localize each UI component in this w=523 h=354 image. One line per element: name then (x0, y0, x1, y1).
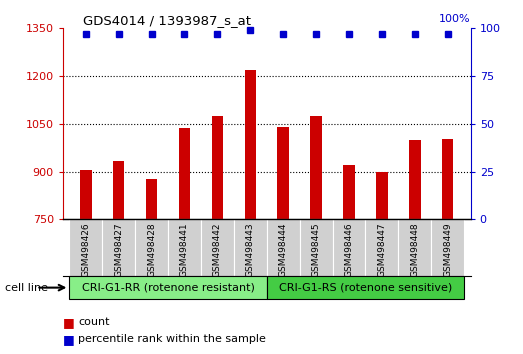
Text: ■: ■ (63, 333, 74, 346)
Text: GSM498445: GSM498445 (312, 222, 321, 277)
Text: GDS4014 / 1393987_s_at: GDS4014 / 1393987_s_at (83, 14, 251, 27)
Text: GSM498446: GSM498446 (345, 222, 354, 277)
Text: GSM498448: GSM498448 (410, 222, 419, 277)
Bar (343, 165, 355, 219)
Text: GSM498449: GSM498449 (443, 222, 452, 277)
Bar (201, 219, 234, 276)
Bar (442, 139, 453, 219)
Text: GSM498441: GSM498441 (180, 222, 189, 277)
Bar (300, 219, 333, 276)
Bar (409, 140, 420, 219)
Text: GSM498427: GSM498427 (114, 222, 123, 277)
Bar (80, 170, 92, 219)
Bar (70, 276, 267, 299)
Text: GSM498447: GSM498447 (378, 222, 386, 277)
Bar (113, 161, 124, 219)
Text: CRI-G1-RS (rotenone sensitive): CRI-G1-RS (rotenone sensitive) (279, 282, 452, 293)
Bar (234, 219, 267, 276)
Bar (70, 219, 102, 276)
Bar (102, 219, 135, 276)
Bar (245, 70, 256, 219)
Bar (310, 116, 322, 219)
Bar (333, 219, 366, 276)
Text: percentile rank within the sample: percentile rank within the sample (78, 334, 266, 344)
Bar (399, 219, 431, 276)
Text: cell line: cell line (5, 283, 48, 293)
Text: CRI-G1-RR (rotenone resistant): CRI-G1-RR (rotenone resistant) (82, 282, 255, 293)
Text: GSM498444: GSM498444 (279, 222, 288, 277)
Bar (168, 219, 201, 276)
Bar (179, 128, 190, 219)
Text: 100%: 100% (439, 15, 471, 24)
Bar (366, 219, 399, 276)
Bar (146, 179, 157, 219)
Bar (267, 219, 300, 276)
Text: count: count (78, 317, 110, 327)
Bar (277, 127, 289, 219)
Bar (376, 172, 388, 219)
Bar (135, 219, 168, 276)
Bar (212, 116, 223, 219)
Text: GSM498442: GSM498442 (213, 222, 222, 277)
Text: GSM498426: GSM498426 (81, 222, 90, 277)
Text: GSM498443: GSM498443 (246, 222, 255, 277)
Text: GSM498428: GSM498428 (147, 222, 156, 277)
Text: ■: ■ (63, 316, 74, 329)
Bar (431, 219, 464, 276)
Bar (267, 276, 464, 299)
